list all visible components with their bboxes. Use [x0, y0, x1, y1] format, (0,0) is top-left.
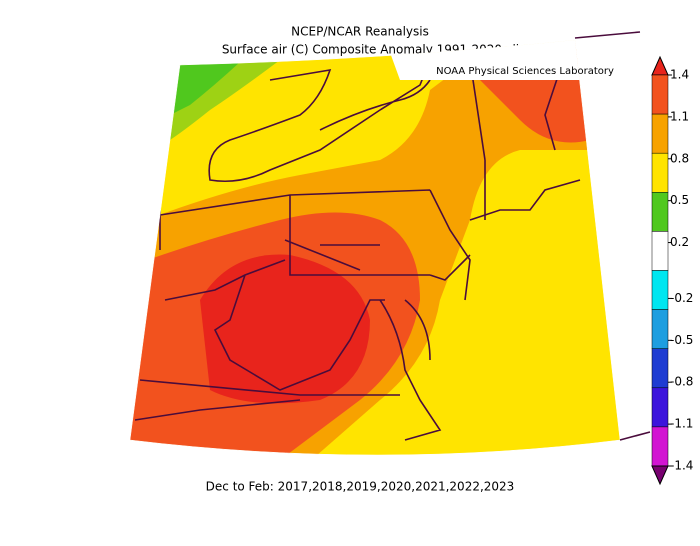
anomaly-fill: [200, 254, 370, 404]
colorbar-band: [651, 270, 669, 310]
colorbar-tick-label: -0.2: [670, 291, 693, 305]
credit: NOAA Physical Sciences Laboratory: [436, 66, 614, 77]
colorbar-band: [651, 74, 669, 115]
colorbar: 1.4 1.1 0.8 0.5 0.2 -0.2 -0.5 -0.8 -1.1 -1.4: [651, 55, 693, 486]
colorbar-band: [651, 348, 669, 389]
colorbar-band: [651, 152, 669, 193]
colorbar-tick-label: 0.5: [670, 193, 689, 207]
colorbar-tick-label: -0.5: [670, 333, 693, 347]
map-frame: [129, 39, 621, 456]
anomaly-fill: [170, 60, 240, 115]
colorbar-extension: [651, 55, 669, 76]
colorbar-band: [651, 426, 669, 467]
colorbar-band: [651, 192, 669, 232]
colorbar-extension: [651, 465, 669, 486]
colorbar-tick-label: 1.1: [670, 109, 689, 123]
colorbar-tick-label: 0.8: [670, 151, 689, 165]
colorbar-band: [651, 387, 669, 428]
colorbar-band: [651, 231, 669, 271]
colorbar-band: [651, 113, 669, 154]
colorbar-tick-label: -0.8: [670, 375, 693, 389]
colorbar-band: [651, 309, 669, 349]
title: NCEP/NCAR Reanalysis: [291, 25, 429, 39]
colorbar-tick-label: 1.4: [670, 68, 689, 82]
colorbar-tick-label: 0.2: [670, 235, 689, 249]
credit-box: [380, 40, 620, 80]
colorbar-tick-label: -1.4: [670, 459, 693, 473]
colorbar-tick-label: -1.1: [670, 417, 693, 431]
map: [130, 40, 620, 455]
footer: Dec to Feb: 2017,2018,2019,2020,2021,202…: [206, 480, 515, 494]
